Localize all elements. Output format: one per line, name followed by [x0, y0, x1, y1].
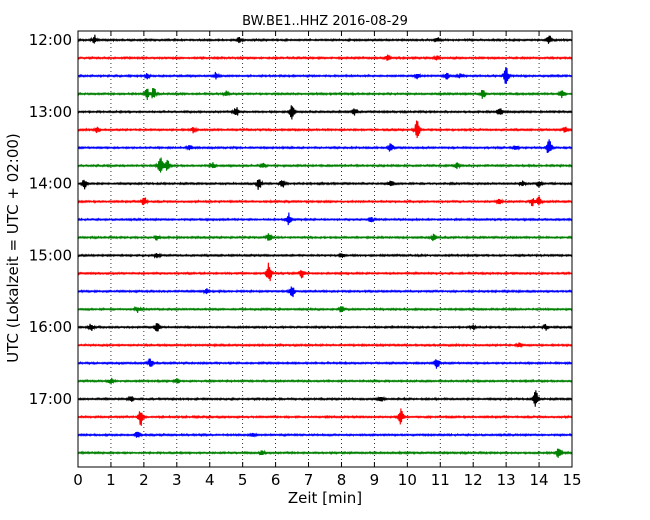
x-tick-label: 1 [106, 471, 116, 489]
trace-1545 [77, 305, 573, 314]
trace-1715 [77, 408, 573, 426]
x-tick-label: 0 [73, 471, 83, 489]
trace-1500 [77, 252, 573, 259]
trace-1430 [77, 212, 573, 226]
trace-1615 [77, 342, 573, 349]
x-tick-label: 6 [271, 471, 281, 489]
trace-1700 [77, 390, 573, 407]
plot-frame [77, 30, 573, 468]
trace-1330 [77, 139, 573, 153]
trace-1215 [77, 54, 573, 61]
trace-1200 [77, 34, 573, 44]
trace-1515 [77, 262, 573, 282]
y-tick-label: 14:00 [29, 175, 72, 193]
grid [110, 31, 540, 467]
trace-1345 [77, 157, 573, 173]
x-tick-label: 15 [562, 471, 581, 489]
y-tick-label: 12:00 [29, 31, 72, 49]
x-tick-label: 11 [431, 471, 450, 489]
trace-1630 [77, 358, 573, 369]
trace-1315 [77, 120, 573, 139]
x-tick-label: 10 [398, 471, 417, 489]
y-axis-label: UTC (Lokalzeit = UTC + 02:00) [4, 133, 22, 363]
y-tick-label: 17:00 [29, 390, 72, 408]
chart-title: BW.BE1..HHZ 2016-08-29 [242, 14, 408, 29]
x-tick-label: 5 [238, 471, 248, 489]
x-tick-label: 12 [464, 471, 483, 489]
trace-1600 [77, 323, 573, 332]
x-tick-label: 8 [337, 471, 347, 489]
trace-1415 [77, 196, 573, 207]
x-tick-label: 14 [530, 471, 549, 489]
ticks: 0 1 2 3 4 5 6 7 8 9 10 11 12 13 14 1512:0013:0014:0015:… [29, 31, 582, 489]
trace-1730 [77, 431, 573, 438]
y-tick-label: 16:00 [29, 318, 72, 336]
trace-1400 [77, 179, 573, 190]
x-tick-label: 7 [304, 471, 314, 489]
x-tick-label: 9 [370, 471, 380, 489]
y-tick-label: 15:00 [29, 246, 72, 264]
trace-1745 [77, 448, 573, 458]
trace-1245 [77, 88, 573, 101]
x-tick-label: 2 [139, 471, 149, 489]
trace-1445 [77, 233, 573, 242]
y-tick-label: 13:00 [29, 103, 72, 121]
trace-1230 [77, 67, 573, 84]
x-tick-label: 13 [497, 471, 516, 489]
x-tick-label: 3 [172, 471, 182, 489]
x-tick-label: 4 [205, 471, 215, 489]
trace-1300 [77, 105, 573, 120]
traces [77, 34, 573, 458]
x-axis-label: Zeit [min] [288, 489, 362, 507]
trace-1645 [77, 377, 573, 385]
trace-1530 [77, 286, 573, 298]
